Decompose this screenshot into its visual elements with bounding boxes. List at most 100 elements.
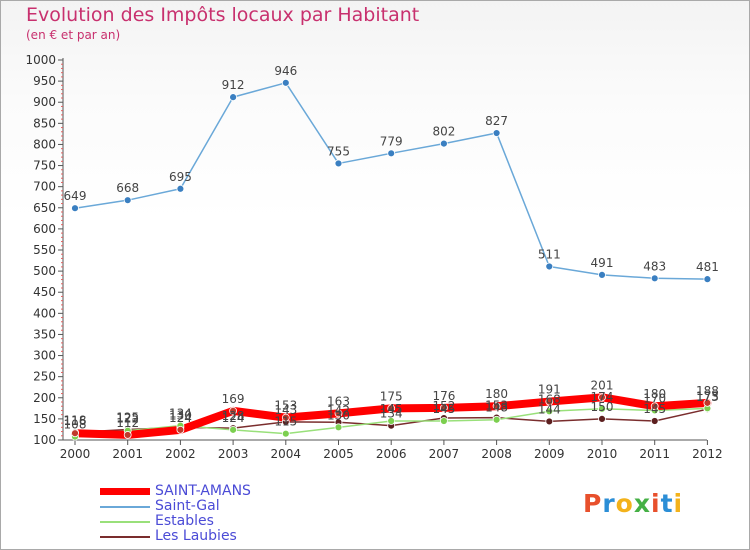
data-label-saint-gal: 827: [485, 114, 508, 128]
data-label-les-laubies: 143: [274, 403, 297, 417]
x-tick-label: 2007: [429, 447, 460, 461]
legend-swatch-estables: [100, 521, 150, 523]
y-tick-label: 700: [33, 180, 56, 194]
chart-subtitle: (en € et par an): [26, 28, 121, 42]
data-label-saint-amans: 175: [380, 389, 403, 403]
x-tick-label: 2011: [639, 447, 670, 461]
data-label-saint-gal: 779: [380, 134, 403, 148]
data-point-saint-gal: [439, 139, 448, 148]
data-point-les-laubies: [650, 417, 659, 425]
data-label-les-laubies: 152: [432, 399, 455, 413]
data-point-estables: [334, 423, 343, 432]
data-point-estables: [598, 404, 606, 413]
chart-title: Evolution des Impôts locaux par Habitant: [26, 4, 420, 26]
data-point-saint-gal: [176, 184, 185, 193]
data-point-saint-amans: [545, 397, 554, 406]
data-point-saint-gal: [123, 196, 132, 205]
data-label-saint-gal: 802: [432, 125, 455, 139]
data-label-les-laubies: 125: [116, 410, 139, 424]
data-label-saint-amans: 176: [432, 389, 455, 403]
legend-item-saint-gal: Saint-Gal: [100, 498, 360, 514]
legend-item-les-laubies: Les Laubies: [100, 528, 360, 544]
data-point-saint-amans: [598, 393, 606, 402]
data-label-saint-gal: 481: [696, 260, 719, 274]
data-point-saint-gal: [229, 93, 238, 102]
data-point-saint-gal: [492, 129, 501, 137]
x-tick-label: 2001: [112, 447, 143, 461]
y-tick-label: 850: [33, 116, 56, 130]
data-label-les-laubies: 134: [380, 407, 403, 421]
data-label-les-laubies: 128: [222, 409, 245, 423]
data-label-saint-amans: 201: [591, 378, 614, 392]
data-label-saint-gal: 511: [538, 247, 561, 261]
data-point-saint-gal: [650, 274, 659, 283]
data-label-estables: 148: [485, 401, 508, 415]
legend: SAINT-AMANS Saint-Gal Estables Les Laubi…: [100, 483, 360, 544]
data-label-saint-amans: 180: [485, 387, 508, 401]
data-point-estables: [545, 407, 554, 416]
data-label-les-laubies: 150: [591, 400, 614, 414]
data-point-saint-amans: [703, 398, 712, 407]
data-label-les-laubies: 130: [169, 408, 192, 422]
y-tick-label: 900: [33, 95, 56, 109]
data-label-estables: 145: [380, 402, 403, 416]
data-label-saint-gal: 755: [327, 144, 350, 158]
x-tick-label: 2005: [323, 447, 354, 461]
y-tick-label: 150: [33, 412, 56, 426]
y-tick-label: 450: [33, 285, 56, 299]
data-label-saint-gal: 668: [116, 181, 139, 195]
data-point-estables: [387, 417, 396, 425]
y-tick-label: 200: [33, 391, 56, 405]
y-tick-label: 300: [33, 349, 56, 363]
y-tick-label: 800: [33, 137, 56, 151]
data-label-saint-gal: 946: [274, 64, 297, 78]
logo-letter: t: [660, 489, 674, 518]
data-point-saint-amans: [650, 402, 659, 411]
data-point-saint-gal: [334, 159, 343, 168]
data-point-saint-amans: [439, 404, 448, 412]
data-point-saint-gal: [598, 271, 606, 279]
legend-swatch-saint-gal: [100, 506, 150, 508]
legend-label-estables: Estables: [155, 513, 214, 529]
y-tick-label: 400: [33, 306, 56, 320]
data-label-estables: 170: [643, 391, 666, 405]
data-point-saint-amans: [71, 429, 79, 438]
data-point-saint-amans: [176, 425, 185, 434]
data-label-saint-amans: 116: [64, 414, 87, 428]
data-point-saint-gal: [387, 149, 396, 158]
data-label-saint-amans: 191: [538, 383, 561, 397]
data-label-saint-amans: 153: [274, 399, 297, 413]
logo-letter: P: [583, 489, 603, 518]
legend-label-saint-amans: SAINT-AMANS: [155, 483, 251, 499]
x-tick-label: 2008: [481, 447, 512, 461]
data-label-les-laubies: 144: [538, 402, 561, 416]
data-label-estables: 122: [116, 412, 139, 426]
data-label-estables: 145: [432, 402, 455, 416]
y-tick-label: 1000: [25, 53, 56, 67]
x-tick-label: 2010: [587, 447, 618, 461]
data-point-saint-gal: [281, 78, 290, 87]
data-label-estables: 174: [591, 390, 614, 404]
data-point-saint-amans: [281, 413, 290, 422]
data-label-saint-amans: 112: [116, 416, 139, 430]
data-label-saint-amans: 180: [643, 387, 666, 401]
data-label-les-laubies: 142: [327, 403, 350, 417]
data-point-saint-gal: [703, 275, 712, 284]
data-label-les-laubies: 173: [696, 390, 719, 404]
data-label-estables: 108: [64, 418, 87, 432]
legend-label-saint-gal: Saint-Gal: [155, 498, 220, 514]
data-label-saint-amans: 188: [696, 384, 719, 398]
proxiti-logo: Proxiti: [583, 489, 683, 518]
data-label-saint-gal: 695: [169, 170, 192, 184]
y-tick-label: 650: [33, 201, 56, 215]
y-tick-label: 600: [33, 222, 56, 236]
logo-letter: x: [633, 489, 651, 518]
data-point-estables: [281, 429, 290, 438]
y-tick-label: 500: [33, 264, 56, 278]
data-point-estables: [229, 425, 238, 434]
legend-label-les-laubies: Les Laubies: [155, 528, 237, 544]
data-point-saint-amans: [229, 406, 238, 415]
data-label-estables: 134: [169, 407, 192, 421]
